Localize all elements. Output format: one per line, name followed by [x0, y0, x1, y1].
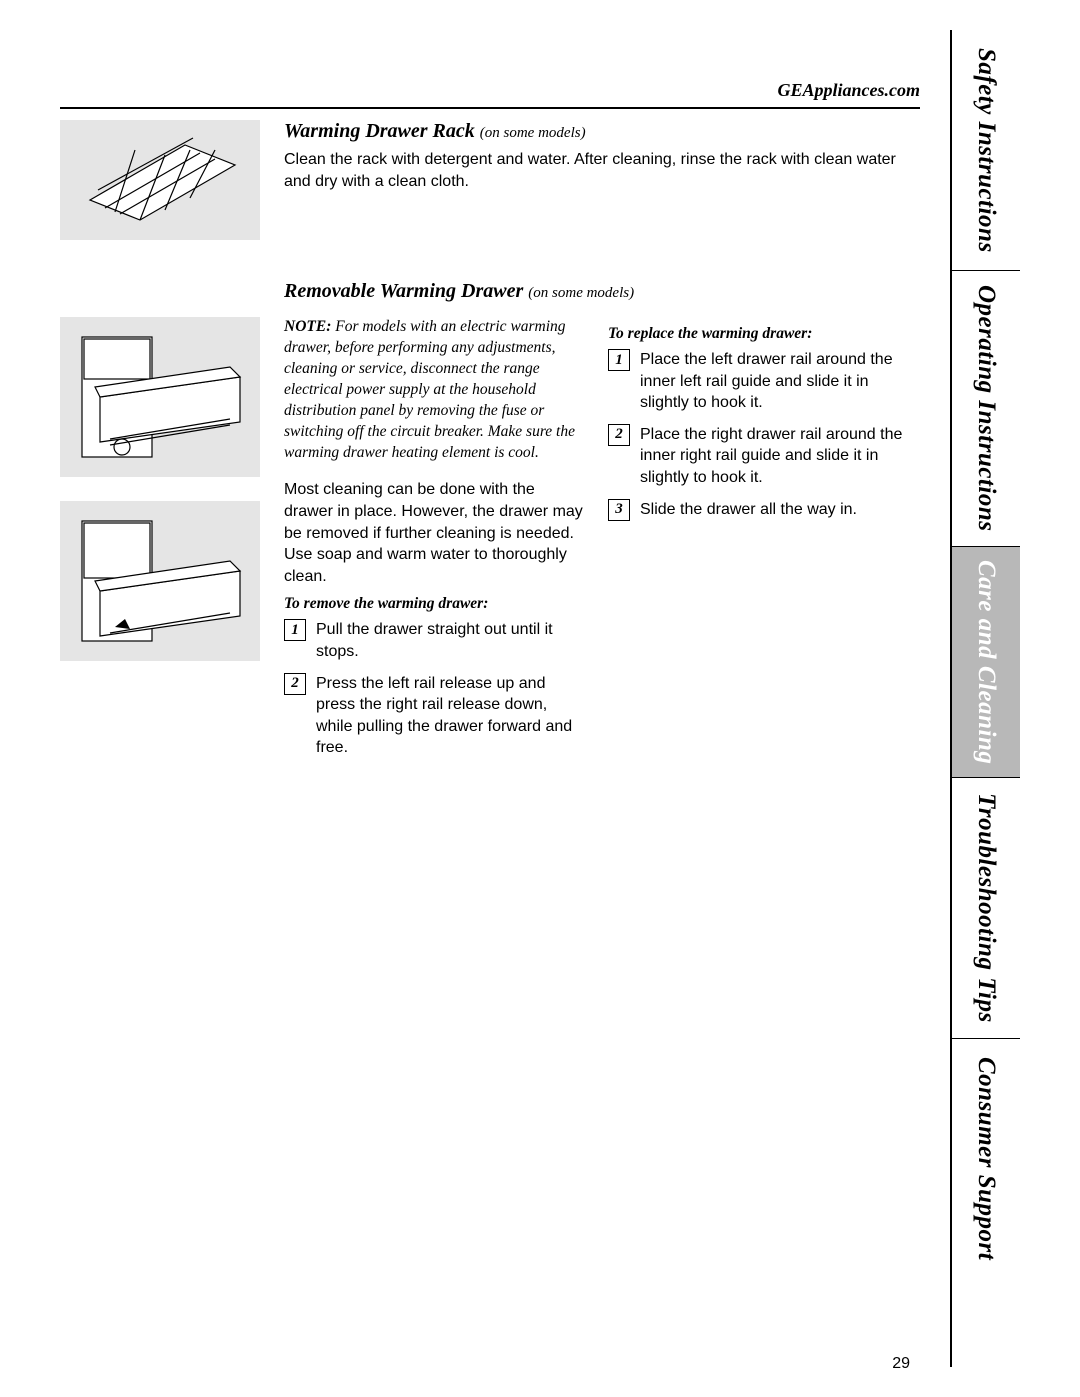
remove-step-2-text: Press the left rail release up and press…	[316, 673, 584, 759]
section1-subtitle: (on some models)	[480, 125, 586, 141]
figure-drawer-open-bottom	[60, 501, 260, 661]
replace-step-2-text: Place the right drawer rail around the i…	[640, 424, 920, 489]
section2-para: Most cleaning can be done with the drawe…	[284, 479, 584, 587]
replace-step-1-text: Place the left drawer rail around the in…	[640, 349, 920, 414]
replace-step-2: 2 Place the right drawer rail around the…	[608, 424, 920, 489]
remove-step-1-text: Pull the drawer straight out until it st…	[316, 619, 584, 662]
tab-safety-instructions[interactable]: Safety Instructions	[952, 30, 1020, 270]
drawer-open-icon	[70, 327, 250, 467]
tab-troubleshooting-tips[interactable]: Troubleshooting Tips	[952, 778, 1020, 1038]
section1-title: Warming Drawer Rack (on some models)	[284, 120, 920, 143]
remove-step-2: 2 Press the left rail release up and pre…	[284, 673, 584, 759]
section2-subtitle: (on some models)	[528, 285, 634, 301]
figure-warming-rack	[60, 120, 260, 240]
remove-subhead: To remove the warming drawer:	[284, 595, 584, 613]
note-lead: NOTE:	[284, 318, 331, 335]
step-number-icon: 1	[284, 619, 306, 641]
step-number-icon: 2	[284, 673, 306, 695]
page-header: GEAppliances.com	[60, 80, 920, 109]
remove-step-1: 1 Pull the drawer straight out until it …	[284, 619, 584, 662]
rack-icon	[70, 130, 250, 230]
section-warming-drawer-rack: Warming Drawer Rack (on some models) Cle…	[60, 120, 920, 240]
replace-step-3: 3 Slide the drawer all the way in.	[608, 499, 920, 521]
note-body: For models with an electric warming draw…	[284, 318, 575, 461]
section2-note: NOTE: For models with an electric warmin…	[284, 317, 584, 463]
page-content: Warming Drawer Rack (on some models) Cle…	[60, 120, 920, 1337]
remove-column: NOTE: For models with an electric warmin…	[284, 317, 584, 769]
tab-operating-instructions[interactable]: Operating Instructions	[952, 271, 1020, 546]
page-number: 29	[892, 1355, 910, 1373]
header-site: GEAppliances.com	[778, 80, 921, 100]
manual-page: Safety Instructions Operating Instructio…	[0, 0, 1080, 1397]
replace-step-3-text: Slide the drawer all the way in.	[640, 499, 857, 521]
drawer-open-icon	[70, 511, 250, 651]
section1-body: Clean the rack with detergent and water.…	[284, 149, 920, 192]
replace-column: To replace the warming drawer: 1 Place t…	[608, 317, 920, 769]
step-number-icon: 2	[608, 424, 630, 446]
figure-column	[60, 317, 260, 769]
step-number-icon: 1	[608, 349, 630, 371]
section1-title-text: Warming Drawer Rack	[284, 120, 475, 142]
replace-subhead: To replace the warming drawer:	[608, 325, 920, 343]
figure-drawer-open-top	[60, 317, 260, 477]
side-tab-column: Safety Instructions Operating Instructio…	[950, 30, 1020, 1367]
replace-step-1: 1 Place the left drawer rail around the …	[608, 349, 920, 414]
section1-text: Warming Drawer Rack (on some models) Cle…	[284, 120, 920, 240]
section2-title-text: Removable Warming Drawer	[284, 280, 523, 302]
section-removable-drawer: NOTE: For models with an electric warmin…	[60, 317, 920, 769]
section2-title: Removable Warming Drawer (on some models…	[284, 280, 920, 303]
tab-consumer-support[interactable]: Consumer Support	[952, 1039, 1020, 1279]
tab-care-and-cleaning[interactable]: Care and Cleaning	[952, 547, 1020, 777]
step-number-icon: 3	[608, 499, 630, 521]
